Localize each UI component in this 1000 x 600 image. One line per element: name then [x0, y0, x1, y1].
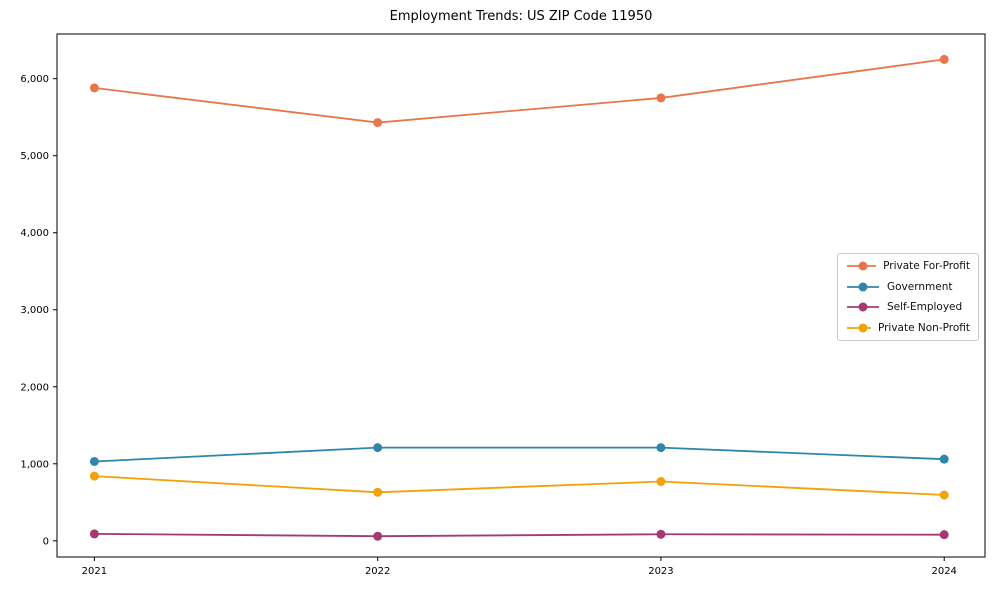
data-point-private-for-profit [373, 118, 383, 128]
x-axis-tick-label: 2021 [82, 566, 107, 577]
y-axis-tick-label: 1,000 [20, 459, 49, 470]
data-point-private-non-profit [89, 471, 99, 481]
y-axis-tick-label: 6,000 [20, 74, 49, 85]
data-point-private-for-profit [939, 54, 949, 64]
legend-item-private-for-profit: Private For-Profit [846, 260, 970, 272]
series-line-private-for-profit [94, 58, 945, 124]
x-axis-tick-label: 2022 [365, 566, 390, 577]
legend-item-self-employed: Self-Employed [846, 301, 970, 313]
series-line-self-employed [94, 532, 945, 538]
data-point-government [373, 443, 383, 453]
data-point-private-non-profit [656, 477, 666, 487]
legend-dot [858, 282, 868, 292]
data-point-private-non-profit [939, 490, 949, 500]
data-point-self-employed [656, 529, 666, 539]
series-line-private-non-profit [94, 475, 945, 496]
y-axis-tick-label: 2,000 [20, 382, 49, 393]
data-point-private-for-profit [89, 83, 99, 93]
data-point-self-employed [89, 529, 99, 539]
chart-title: Employment Trends: US ZIP Code 11950 [389, 9, 653, 24]
legend-label: Private For-Profit [883, 260, 970, 272]
legend-marker-icon [847, 302, 879, 312]
y-axis-tick-label: 0 [43, 536, 49, 547]
plot-border [56, 33, 986, 558]
legend-dot [858, 261, 868, 271]
legend-marker-icon [847, 261, 877, 271]
data-point-self-employed [939, 530, 949, 540]
data-point-government [656, 443, 666, 453]
legend: Private For-Profit Government Self-Employe… [837, 253, 979, 341]
legend-label: Government [887, 280, 953, 293]
legend-dot [858, 323, 868, 333]
series-line-government [94, 446, 945, 463]
legend-label: Private Non-Profit [877, 321, 970, 334]
legend-label: Self-Employed [887, 301, 963, 314]
legend-item-government: Government [846, 281, 970, 293]
y-axis-tick-label: 5,000 [20, 151, 49, 162]
data-point-government [939, 454, 949, 464]
legend-marker-icon [847, 282, 879, 292]
legend-dot [858, 302, 868, 312]
data-point-private-non-profit [373, 487, 383, 497]
data-point-self-employed [373, 531, 383, 541]
legend-marker-icon [847, 323, 871, 333]
y-axis-tick-label: 4,000 [20, 228, 49, 239]
x-axis-tick-label: 2024 [931, 566, 956, 577]
data-point-private-for-profit [656, 93, 666, 103]
data-point-government [89, 456, 99, 466]
y-axis-tick-label: 3,000 [20, 305, 49, 316]
x-axis-tick-label: 2023 [648, 566, 673, 577]
legend-item-private-non-profit: Private Non-Profit [846, 322, 970, 334]
